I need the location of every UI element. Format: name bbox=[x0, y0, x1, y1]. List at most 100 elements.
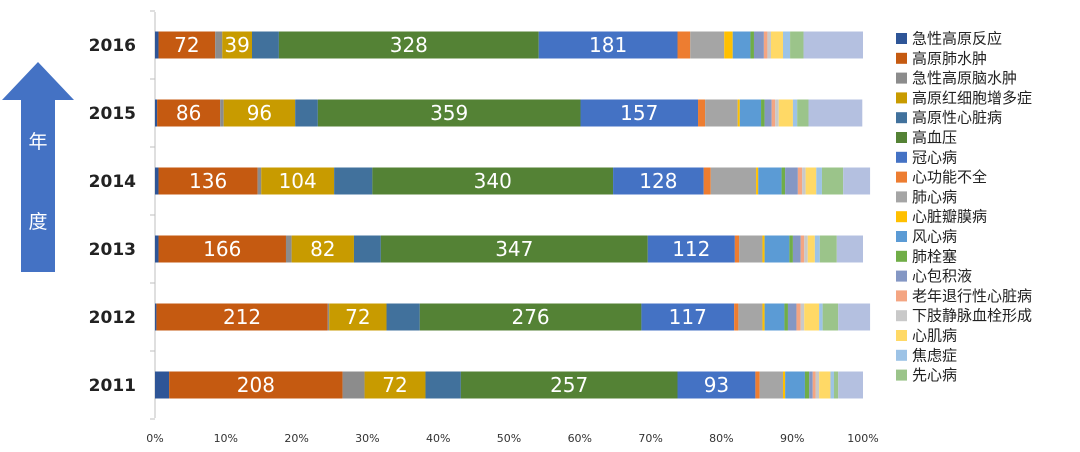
legend-label: 心功能不全 bbox=[912, 168, 987, 186]
bar-segment bbox=[419, 303, 642, 331]
bar-segment bbox=[220, 99, 224, 127]
x-tick-label: 40% bbox=[426, 432, 450, 445]
legend-swatch bbox=[896, 171, 907, 183]
legend-swatch bbox=[896, 349, 907, 361]
data-label: 157 bbox=[620, 101, 658, 125]
year-axis-label-char: 年 bbox=[28, 131, 47, 153]
data-label: 72 bbox=[382, 373, 407, 397]
bar-segment bbox=[613, 167, 704, 195]
bar-segment bbox=[762, 235, 765, 263]
bar-segment bbox=[838, 371, 863, 399]
data-label: 39 bbox=[224, 33, 249, 57]
chart-axes: 0% 10% 20% 30% 40% 50% 60% 70% 80% 90% 100% bbox=[146, 10, 879, 445]
legend-swatch bbox=[896, 211, 907, 223]
data-label: 112 bbox=[672, 237, 710, 261]
bar-segment bbox=[808, 99, 863, 127]
legend-swatch bbox=[896, 231, 907, 242]
bar-segment bbox=[252, 31, 279, 59]
bar-segment bbox=[157, 99, 221, 127]
data-label: 212 bbox=[223, 305, 261, 329]
bar-segment bbox=[372, 167, 614, 195]
bar-segment bbox=[764, 303, 785, 331]
data-label: 359 bbox=[430, 101, 468, 125]
bar-segment bbox=[783, 371, 786, 399]
data-label: 181 bbox=[589, 33, 627, 57]
bar-segment bbox=[641, 303, 735, 331]
bar-segment bbox=[222, 31, 252, 59]
data-label: 328 bbox=[390, 33, 428, 57]
category-label: 2013 bbox=[89, 240, 136, 260]
bar-segment bbox=[784, 303, 788, 331]
up-arrow-shape bbox=[2, 62, 74, 272]
bar-segment bbox=[327, 303, 330, 331]
legend-label: 老年退行性心脏病 bbox=[912, 287, 1032, 305]
legend-swatch bbox=[896, 310, 907, 322]
legend-swatch bbox=[896, 112, 907, 124]
category-label: 2014 bbox=[89, 172, 136, 192]
bar-segment bbox=[278, 31, 539, 59]
bar-segment bbox=[677, 371, 756, 399]
bar-segment bbox=[816, 167, 822, 195]
data-label: 208 bbox=[237, 373, 275, 397]
bar-segment bbox=[789, 235, 793, 263]
bar-segment bbox=[317, 99, 581, 127]
data-label: 72 bbox=[174, 33, 199, 57]
x-tick-label: 80% bbox=[709, 432, 733, 445]
category-label: 2012 bbox=[89, 308, 136, 328]
bar-segment bbox=[364, 371, 426, 399]
bar-segment bbox=[812, 371, 816, 399]
bar-segment bbox=[724, 31, 733, 59]
legend-swatch bbox=[896, 92, 907, 104]
x-tick-label: 100% bbox=[847, 432, 878, 445]
legend-label: 高血压 bbox=[912, 129, 957, 147]
bar-segment bbox=[778, 99, 793, 127]
bar-segment bbox=[705, 99, 738, 127]
bar-segment bbox=[803, 31, 863, 59]
data-label: 257 bbox=[550, 373, 588, 397]
data-label: 82 bbox=[310, 237, 335, 261]
bars: 2016 72 39 328 181 2015 86 96 359 157 2014 136 104 34… bbox=[89, 31, 871, 399]
bar-segment bbox=[819, 371, 831, 399]
legend-label: 下肢静脉血栓形成 bbox=[912, 307, 1032, 325]
bar-segment bbox=[787, 303, 797, 331]
x-tick-label: 0% bbox=[146, 432, 163, 445]
data-label: 276 bbox=[511, 305, 549, 329]
bar-segment bbox=[796, 303, 801, 331]
x-tick-label: 60% bbox=[568, 432, 592, 445]
bar-segment bbox=[753, 31, 764, 59]
bar-segment bbox=[792, 235, 801, 263]
legend-label: 心脏瓣膜病 bbox=[912, 208, 987, 226]
bar-segment bbox=[257, 167, 262, 195]
bar-segment bbox=[807, 235, 815, 263]
bar-segment bbox=[833, 371, 839, 399]
data-label: 166 bbox=[203, 237, 241, 261]
legend-label: 心包积液 bbox=[912, 267, 972, 285]
bar-segment bbox=[758, 167, 782, 195]
bar-segment bbox=[155, 235, 159, 263]
bar-segment bbox=[819, 235, 837, 263]
bar-segment bbox=[809, 371, 813, 399]
bar-segment bbox=[739, 99, 762, 127]
bar-segment bbox=[800, 235, 805, 263]
x-tick-label: 70% bbox=[638, 432, 662, 445]
bar-segment bbox=[169, 371, 343, 399]
bar-segment bbox=[759, 371, 783, 399]
legend-swatch bbox=[896, 52, 907, 64]
legend-swatch bbox=[896, 330, 907, 341]
bar-segment bbox=[342, 371, 365, 399]
bar-segment bbox=[819, 303, 823, 331]
bar-segment bbox=[763, 31, 768, 59]
legend-swatch bbox=[896, 369, 907, 381]
bar-segment bbox=[804, 303, 820, 331]
bar-segment bbox=[425, 371, 461, 399]
legend-swatch bbox=[896, 151, 907, 163]
x-tick-label: 20% bbox=[284, 432, 308, 445]
legend-swatch bbox=[896, 33, 907, 44]
bar-segment bbox=[223, 99, 296, 127]
bar-segment bbox=[703, 167, 711, 195]
bar-segment bbox=[155, 99, 158, 127]
legend-label: 高原性心脏病 bbox=[912, 109, 1002, 127]
bar-segment bbox=[698, 99, 706, 127]
category-label: 2011 bbox=[89, 376, 136, 396]
